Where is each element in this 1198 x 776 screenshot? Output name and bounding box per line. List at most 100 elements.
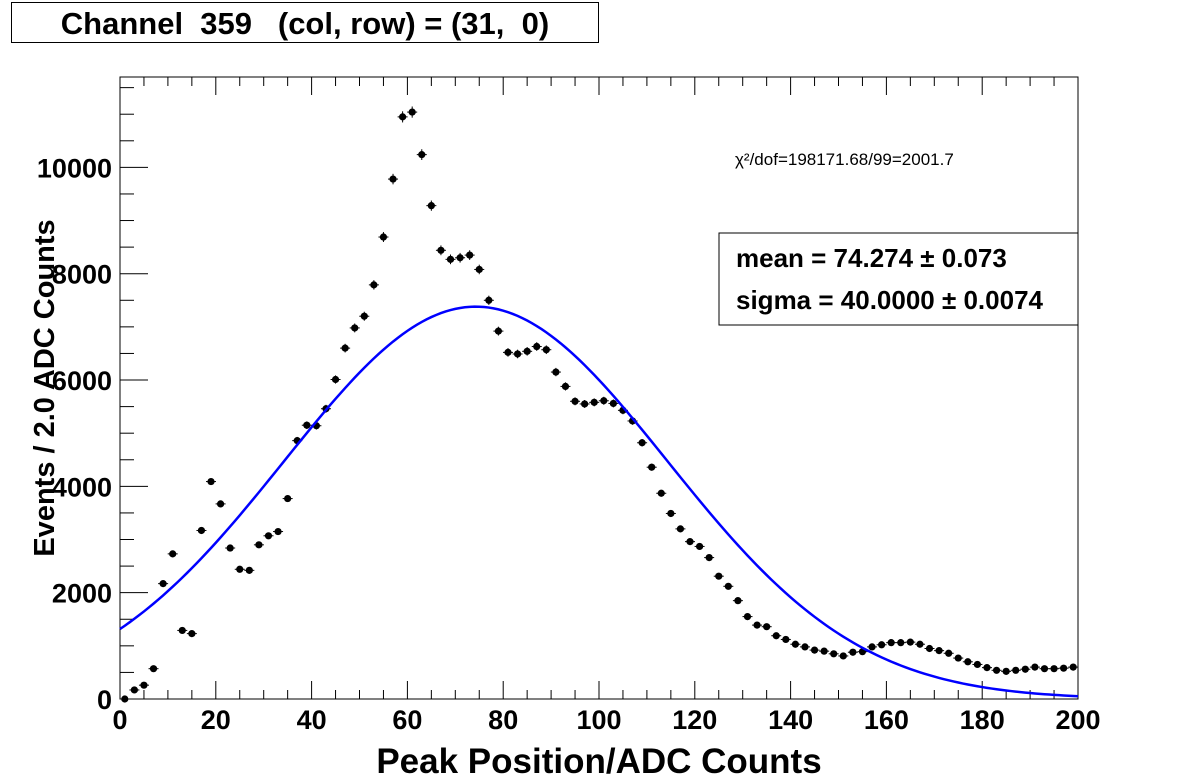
data-point: [608, 399, 619, 408]
stats-sigma: sigma = 40.0000 ± 0.0074: [736, 285, 1044, 315]
data-point: [589, 398, 600, 407]
plot-frame: [119, 76, 1079, 700]
data-point: [129, 686, 140, 694]
data-point: [148, 665, 159, 673]
data-point: [455, 252, 466, 263]
chi2-label: χ²/dof=198171.68/99=2001.7: [735, 150, 954, 169]
y-axis-title: Events / 2.0 ADC Counts: [29, 219, 61, 556]
data-point: [407, 106, 418, 118]
data-point: [512, 349, 523, 359]
stats-mean: mean = 74.274 ± 0.073: [736, 243, 1007, 273]
data-point: [1039, 665, 1050, 673]
data-point: [282, 494, 293, 503]
data-point: [531, 342, 542, 351]
data-point: [981, 664, 992, 672]
data-point: [924, 644, 935, 653]
data-point: [119, 695, 130, 703]
data-point: [962, 658, 973, 666]
data-point: [445, 254, 456, 265]
data-point: [656, 489, 667, 497]
data-point: [713, 572, 724, 580]
x-tick-label: 200: [1055, 705, 1100, 735]
data-point: [1068, 663, 1079, 671]
data-point: [847, 648, 858, 656]
data-point: [1020, 665, 1031, 673]
data-point: [330, 375, 341, 384]
data-point: [867, 643, 878, 651]
data-point: [359, 311, 370, 321]
data-point: [914, 640, 925, 648]
x-tick-label: 120: [672, 705, 717, 735]
data-point: [416, 149, 427, 160]
data-point: [905, 638, 916, 646]
data-point: [675, 525, 686, 533]
data-point: [1058, 664, 1069, 672]
data-point: [244, 566, 255, 574]
x-axis: 0 20 40 60 80 100 120 140 160 180 200: [112, 77, 1101, 735]
data-point: [196, 526, 207, 535]
x-tick-label: 180: [960, 705, 1005, 735]
data-point: [1029, 663, 1040, 671]
data-point: [819, 647, 830, 655]
data-point: [483, 295, 494, 305]
data-point: [263, 532, 274, 540]
data-point: [215, 500, 226, 508]
data-point: [368, 280, 379, 290]
data-point: [570, 397, 581, 406]
y-tick-label: 2000: [52, 579, 112, 609]
data-point: [426, 200, 437, 211]
data-point: [761, 623, 772, 631]
y-tick-label: 8000: [52, 260, 112, 290]
x-tick-label: 60: [392, 705, 422, 735]
x-axis-title: Peak Position/ADC Counts: [376, 742, 821, 776]
data-point: [838, 652, 849, 660]
data-point: [637, 439, 648, 447]
data-point: [550, 367, 561, 377]
x-tick-label: 140: [768, 705, 813, 735]
data-point: [541, 345, 552, 355]
data-point: [560, 382, 571, 391]
data-point: [790, 640, 801, 648]
data-point: [972, 660, 983, 669]
data-point: [474, 264, 485, 275]
data-point: [493, 326, 504, 336]
data-point: [464, 250, 475, 260]
data-point: [646, 463, 657, 471]
data-points: [119, 106, 1079, 703]
data-point: [704, 553, 715, 562]
data-point: [435, 245, 446, 256]
data-point: [502, 348, 513, 357]
data-point: [234, 565, 245, 573]
data-point: [1010, 666, 1021, 674]
x-tick-label: 100: [576, 705, 621, 735]
data-point: [732, 597, 743, 605]
x-tick-label: 40: [297, 705, 327, 735]
x-tick-label: 20: [201, 705, 231, 735]
y-tick-label: 10000: [37, 153, 112, 183]
data-point: [1049, 665, 1060, 673]
y-tick-label: 6000: [52, 366, 112, 396]
chart-title: Channel 359 (col, row) = (31, 0): [11, 2, 599, 43]
data-point: [598, 396, 609, 405]
data-point: [943, 649, 954, 657]
data-point: [685, 538, 696, 546]
stats-box: [718, 232, 1079, 326]
x-tick-label: 80: [488, 705, 518, 735]
x-tick-label: 160: [864, 705, 909, 735]
x-tick-label: 0: [112, 705, 127, 735]
data-point: [138, 681, 149, 689]
data-point: [742, 612, 753, 621]
data-point: [177, 626, 188, 635]
data-point: [780, 635, 791, 644]
data-point: [158, 580, 169, 588]
fit-curve: [119, 305, 1079, 698]
data-point: [665, 509, 676, 518]
data-point: [752, 621, 763, 629]
data-point: [340, 343, 351, 353]
data-point: [876, 641, 887, 649]
data-point: [809, 646, 820, 654]
data-point: [273, 527, 284, 536]
data-point: [895, 639, 906, 647]
data-point: [771, 632, 782, 640]
